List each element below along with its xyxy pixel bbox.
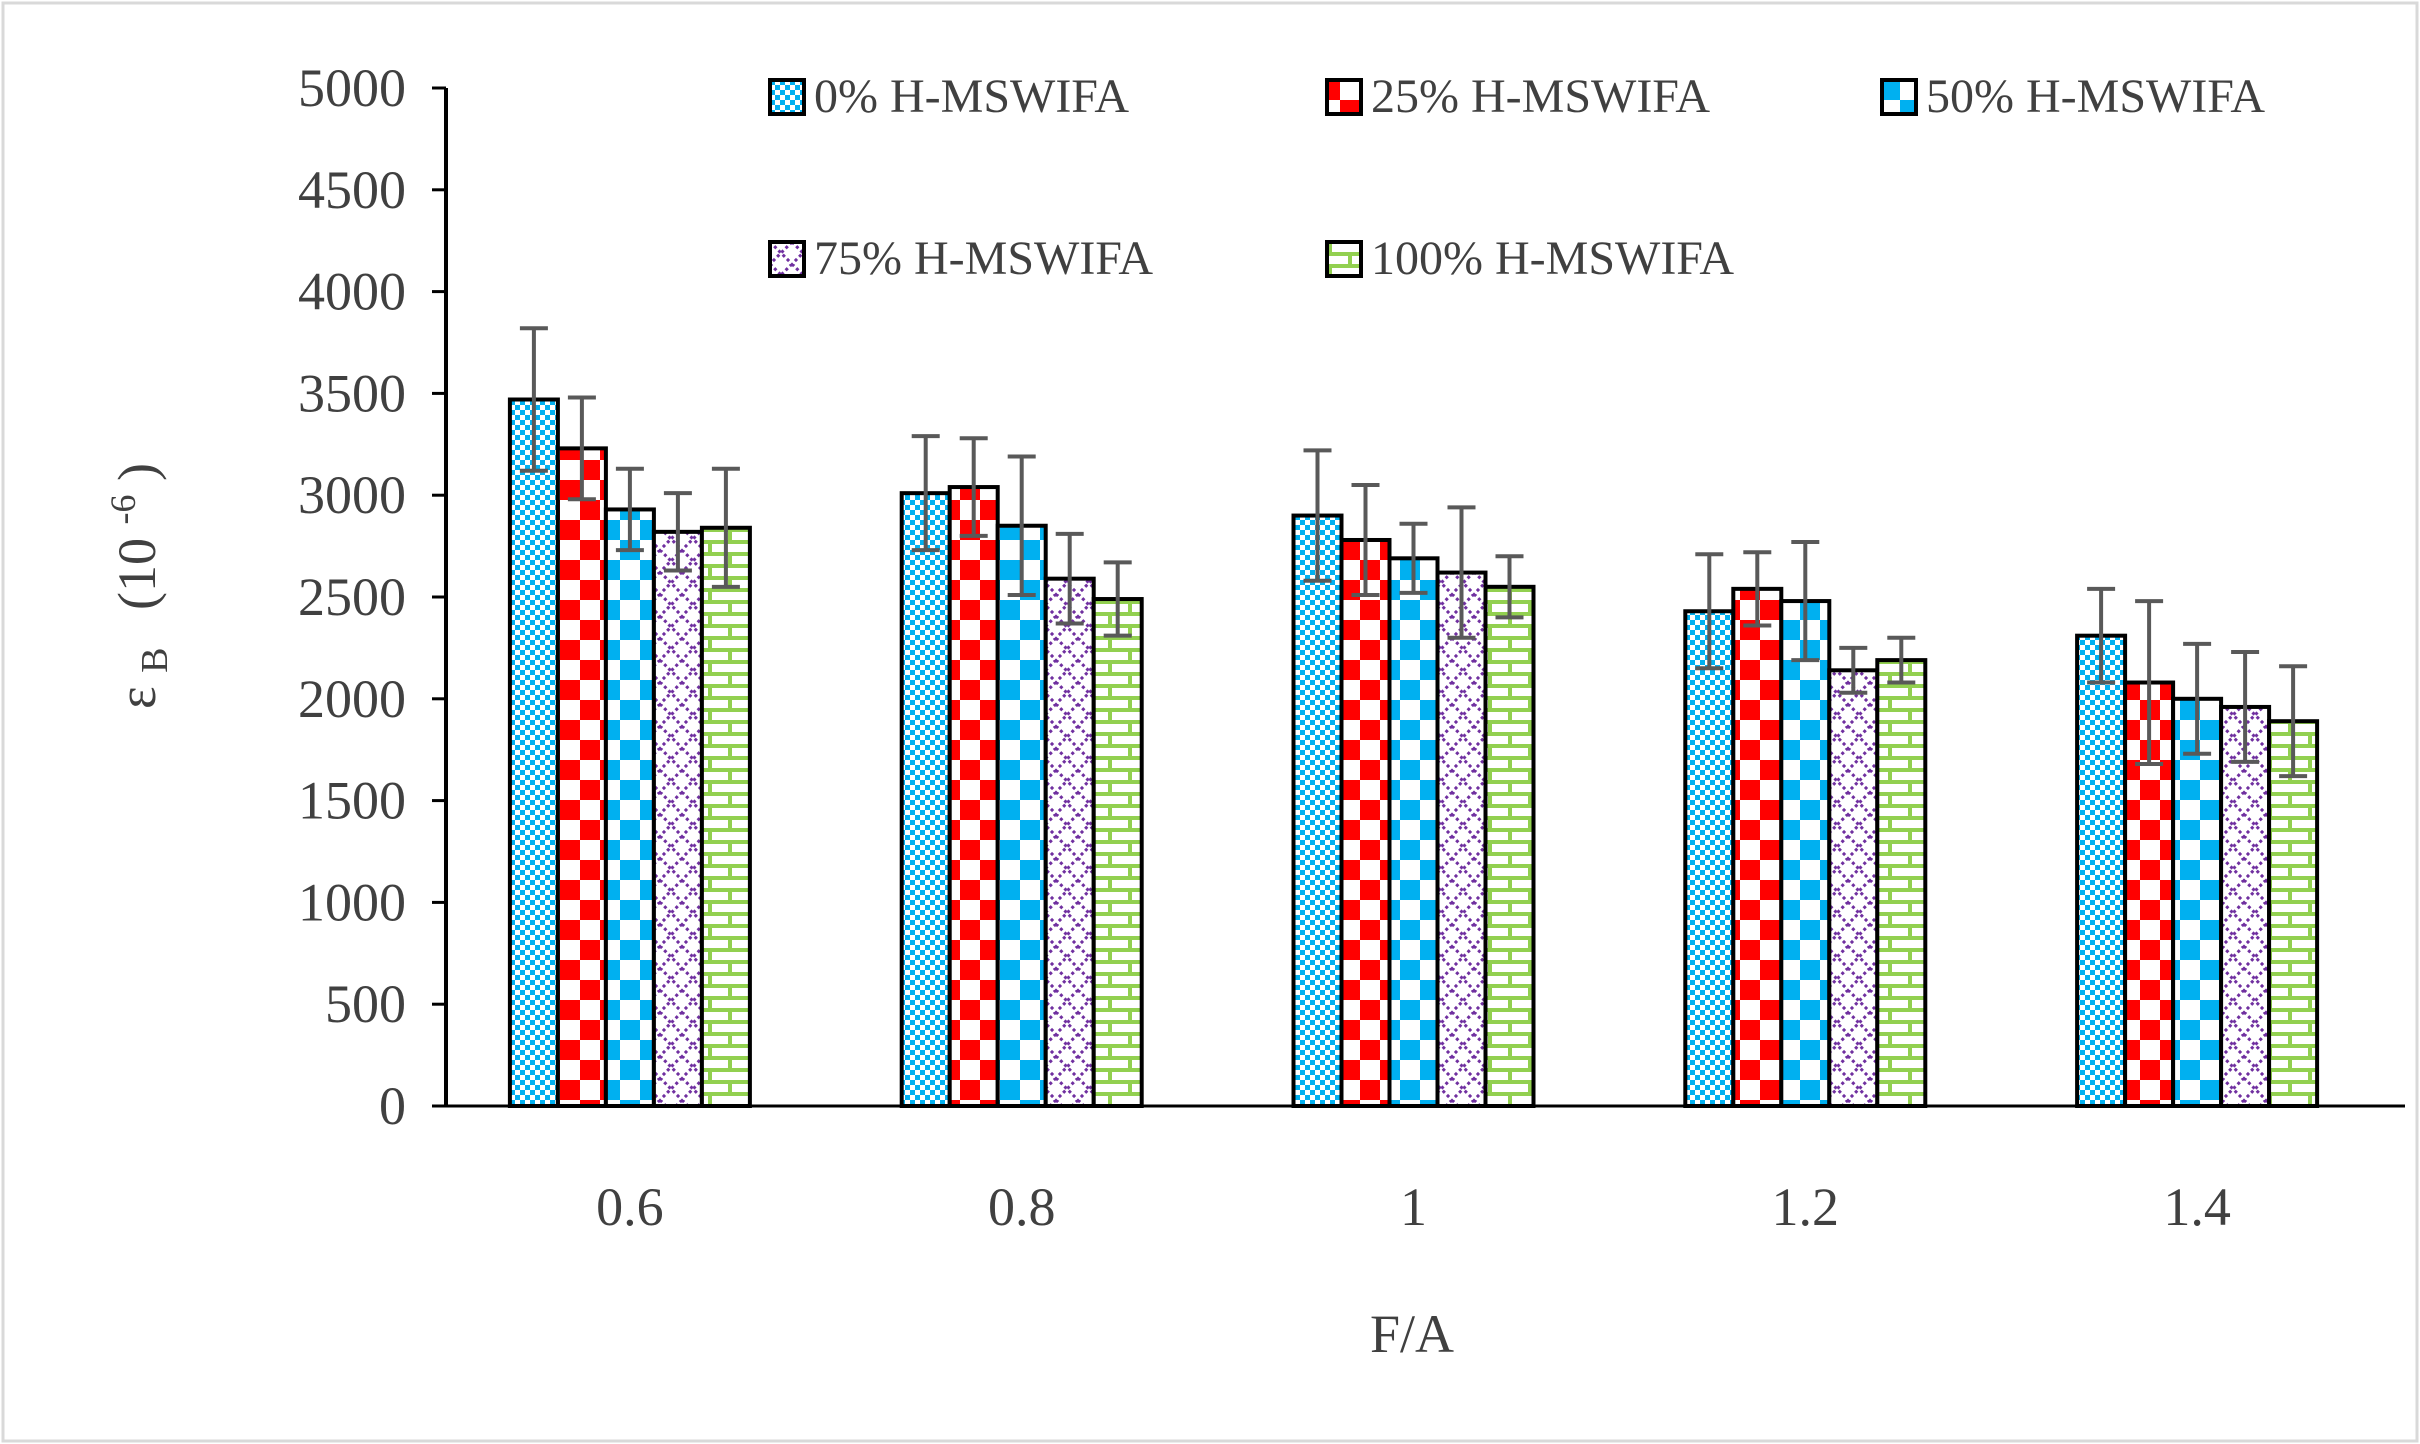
x-tick-label: 0.6 — [596, 1177, 664, 1237]
error-bar — [1495, 554, 1524, 620]
bar — [2267, 719, 2320, 1108]
y-tick-label: 500 — [325, 974, 406, 1034]
y-axis-title-unit: (10 — [107, 538, 167, 610]
y-axis-title-exponent: -6 — [103, 494, 143, 524]
x-tick-label: 1.4 — [2163, 1177, 2231, 1237]
y-tick-label: 0 — [379, 1076, 406, 1136]
error-bar — [2279, 664, 2308, 779]
bar — [651, 529, 704, 1108]
legend-item: 0% H-MSWIFA — [768, 70, 1129, 123]
error-bar — [2135, 599, 2164, 766]
bar — [1827, 668, 1880, 1109]
y-tick-label: 5000 — [298, 58, 406, 118]
y-tick-label: 3000 — [298, 465, 406, 525]
legend-swatch — [1325, 78, 1363, 116]
error-bar — [519, 326, 548, 473]
error-bar — [2087, 586, 2116, 685]
legend-label: 0% H-MSWIFA — [814, 70, 1129, 123]
bar — [1779, 599, 1832, 1109]
legend-item: 50% H-MSWIFA — [1880, 70, 2265, 123]
error-bar — [911, 434, 940, 553]
bar — [699, 525, 752, 1108]
bar — [555, 446, 608, 1108]
legend-swatch — [768, 240, 806, 278]
y-axis-title-unit-end: ) — [107, 463, 167, 481]
bar — [1043, 576, 1096, 1108]
error-bar — [1447, 505, 1476, 640]
x-axis-title: F/A — [1370, 1304, 1454, 1364]
bar — [1435, 570, 1488, 1108]
legend-label: 25% H-MSWIFA — [1371, 70, 1710, 123]
error-bar — [2183, 641, 2212, 756]
error-bar — [1007, 454, 1036, 597]
error-bar — [1695, 552, 1724, 671]
legend-swatch — [1325, 240, 1363, 278]
legend-item: 75% H-MSWIFA — [768, 232, 1153, 285]
y-tick-label: 4000 — [298, 262, 406, 322]
error-bar — [1351, 483, 1380, 597]
y-tick-label: 3500 — [298, 363, 406, 423]
error-bar — [1103, 560, 1132, 638]
error-bar — [711, 466, 740, 589]
legend: 0% H-MSWIFA 25% H-MSWIFA 50% H-MSWIFA 75% H… — [768, 70, 2265, 285]
bar — [2219, 704, 2272, 1108]
bar — [507, 397, 560, 1108]
error-bar — [1791, 540, 1820, 663]
bar — [899, 491, 952, 1108]
y-axis-title-subscript: B — [134, 647, 176, 672]
y-tick-label: 2500 — [298, 567, 406, 627]
bar — [1291, 513, 1344, 1108]
error-bar — [1303, 448, 1332, 583]
error-bar — [1839, 645, 1868, 695]
x-tick-label: 0.8 — [988, 1177, 1056, 1237]
bar — [1091, 597, 1144, 1108]
svg-text:ε B (10 -6: ε B (10 -6 ) — [87, 463, 179, 709]
y-tick-label: 4500 — [298, 160, 406, 220]
error-bar — [567, 395, 596, 502]
bar — [2075, 633, 2128, 1109]
legend-label: 100% H-MSWIFA — [1371, 232, 1734, 285]
legend-item: 100% H-MSWIFA — [1325, 232, 1734, 285]
bar — [1387, 556, 1440, 1108]
error-bar — [959, 436, 988, 538]
error-bar — [615, 466, 644, 553]
error-bar — [1743, 550, 1772, 628]
x-axis: 0.6 0.8 1 1.2 1.4 — [596, 1177, 2231, 1237]
bar — [603, 507, 656, 1108]
legend-swatch — [768, 78, 806, 116]
error-bar-layer — [519, 326, 2308, 779]
error-bar — [1055, 531, 1084, 626]
y-tick-label: 1000 — [298, 872, 406, 932]
legend-swatch — [1880, 78, 1918, 116]
legend-label: 50% H-MSWIFA — [1926, 70, 2265, 123]
bar — [1683, 609, 1736, 1108]
x-tick-label: 1 — [1400, 1177, 1427, 1237]
y-axis-title: ε B (10 -6 ) — [87, 463, 179, 709]
x-tick-label: 1.2 — [1772, 1177, 1840, 1237]
legend-item: 25% H-MSWIFA — [1325, 70, 1710, 123]
error-bar — [1887, 635, 1916, 685]
bar — [1875, 658, 1928, 1109]
y-tick-label: 2000 — [298, 669, 406, 729]
legend-label: 75% H-MSWIFA — [814, 232, 1153, 285]
y-axis: 0 500 1000 1500 2000 2500 3000 3500 4000 4500 5000 — [298, 58, 446, 1136]
error-bar — [1399, 521, 1428, 595]
y-axis-title-symbol: ε — [107, 686, 167, 709]
bar — [1483, 584, 1536, 1108]
bar — [1339, 537, 1392, 1108]
error-bar — [2231, 649, 2260, 764]
bar — [995, 523, 1048, 1108]
bar — [947, 485, 1000, 1108]
bar — [1731, 586, 1784, 1108]
y-tick-label: 1500 — [298, 771, 406, 831]
error-bar — [663, 491, 692, 573]
bar — [2171, 696, 2224, 1108]
